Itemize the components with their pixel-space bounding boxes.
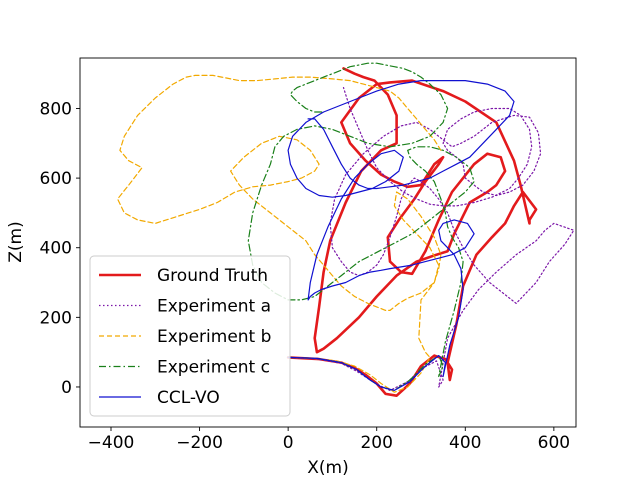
y-tick-label: 400: [40, 239, 72, 259]
plot-frame: [79, 57, 577, 428]
series-line-experiment-a: [287, 86, 575, 391]
x-tick-label: 0: [283, 433, 294, 453]
x-tick-label: −200: [176, 433, 223, 453]
y-tick-label: 800: [40, 99, 72, 119]
x-axis-title: X(m): [307, 458, 348, 478]
y-tick-label: 200: [40, 308, 72, 328]
series-line-ccl-vo: [287, 79, 515, 391]
legend-frame: [89, 255, 291, 417]
y-axis-title: Z(m): [6, 221, 26, 262]
series-line-experiment-c: [247, 62, 475, 391]
y-tick-label: 600: [40, 169, 72, 189]
legend-label-experiment-a: Experiment a: [157, 297, 271, 317]
legend-label-ground-truth: Ground Truth: [157, 266, 268, 286]
legend-label-experiment-c: Experiment c: [157, 358, 270, 378]
legend: Ground Truth Experiment a Experiment b Expe…: [89, 255, 291, 417]
series-line-ground-truth: [286, 67, 538, 398]
x-tick-label: −400: [88, 433, 135, 453]
y-tick-label: 0: [61, 378, 72, 398]
legend-label-ccl-vo: CCL-VO: [157, 388, 220, 408]
x-tick-label: 400: [449, 433, 481, 453]
x-tick-label: 200: [360, 433, 392, 453]
x-tick-label: 600: [538, 433, 570, 453]
legend-label-experiment-b: Experiment b: [157, 327, 271, 347]
